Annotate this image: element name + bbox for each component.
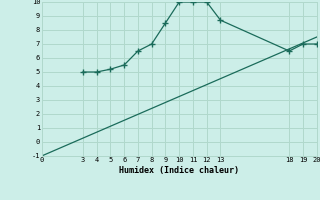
X-axis label: Humidex (Indice chaleur): Humidex (Indice chaleur) [119, 166, 239, 175]
